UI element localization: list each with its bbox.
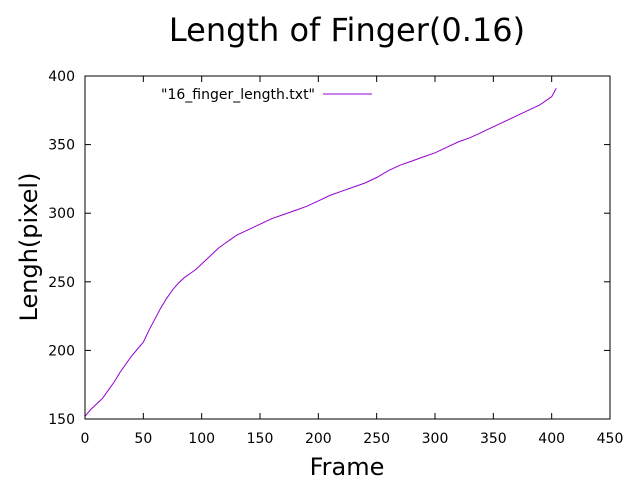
- x-axis-label: Frame: [310, 453, 385, 480]
- x-tick-label: 50: [134, 431, 152, 447]
- x-tick-label: 300: [422, 431, 449, 447]
- x-tick-label: 400: [538, 431, 565, 447]
- series-line: [84, 88, 557, 417]
- x-tick-label: 200: [305, 431, 332, 447]
- y-tick-label: 400: [48, 69, 75, 85]
- x-tick-label: 150: [247, 431, 274, 447]
- legend-label: "16_finger_length.txt": [161, 87, 315, 103]
- plot-frame: [84, 75, 611, 420]
- x-tick-label: 250: [363, 431, 390, 447]
- x-tick-label: 0: [81, 431, 90, 447]
- y-axis-label: Lengh(pixel): [15, 173, 43, 322]
- y-tick-label: 150: [48, 412, 75, 428]
- y-tick-label: 300: [48, 206, 75, 222]
- legend: "16_finger_length.txt": [161, 87, 372, 103]
- y-tick-label: 350: [48, 138, 75, 154]
- x-tick-label: 450: [597, 431, 624, 447]
- x-tick-label: 350: [480, 431, 507, 447]
- chart-title: Length of Finger(0.16): [169, 11, 525, 49]
- y-tick-label: 200: [48, 343, 75, 359]
- x-tick-label: 100: [188, 431, 215, 447]
- y-tick-label: 250: [48, 275, 75, 291]
- series-layer: [84, 88, 557, 417]
- axis-ticks: 0 50 100 150 200 250 300 350 400 450 150 200 250 300 3…: [48, 69, 623, 447]
